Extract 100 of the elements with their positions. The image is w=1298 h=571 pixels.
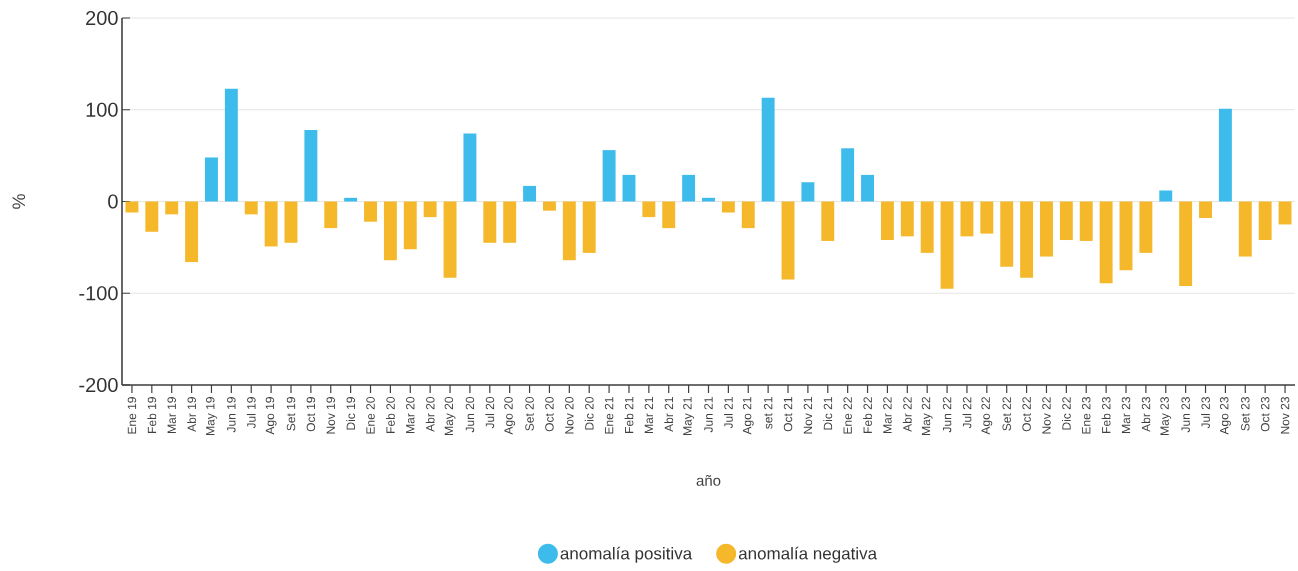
- x-tick-label: Oct 21: [783, 397, 793, 432]
- bar: [582, 201, 596, 253]
- bar: [900, 201, 914, 237]
- x-tick-label: Oct 20: [545, 397, 554, 432]
- x-tick-label: Ene 21: [604, 397, 614, 434]
- bar: [1020, 201, 1034, 278]
- bar: [483, 201, 497, 243]
- x-tick-label: Ago 23: [1219, 397, 1231, 435]
- bar: [1199, 201, 1212, 219]
- y-tick-label: 0: [108, 194, 118, 209]
- bar: [761, 97, 775, 202]
- bar: [861, 174, 874, 202]
- legend-label: anomalía negativa: [738, 546, 878, 563]
- legend-label: anomalía positiva: [560, 546, 693, 563]
- bar: [682, 174, 696, 202]
- x-tick-label: Jun 21: [704, 397, 713, 433]
- bar: [622, 174, 636, 202]
- bar: [185, 201, 199, 263]
- x-tick-label: Ene 22: [843, 397, 852, 434]
- x-tick-label: Ago 21: [742, 397, 754, 435]
- bar: [781, 201, 795, 280]
- bar: [662, 201, 676, 229]
- x-tick-label: Nov 23: [1280, 397, 1290, 434]
- bar: [562, 201, 576, 261]
- x-tick-label: Feb 21: [624, 397, 634, 433]
- x-tick-label: Set 20: [525, 397, 534, 431]
- bar: [165, 201, 179, 215]
- x-tick-label: Abr 21: [664, 397, 674, 432]
- bar: [264, 201, 278, 247]
- bar: [224, 88, 238, 202]
- bar: [1139, 201, 1153, 253]
- bar: [364, 201, 377, 222]
- bar: [801, 182, 815, 202]
- bar: [721, 201, 735, 213]
- x-tick-label: Feb 19: [147, 397, 157, 433]
- x-tick-label: Abr 23: [1141, 397, 1151, 432]
- bar: [244, 201, 258, 215]
- bar: [1040, 201, 1053, 257]
- x-tick-label: Abr 19: [187, 397, 196, 432]
- bar: [1099, 201, 1113, 284]
- bar: [125, 201, 139, 213]
- y-tick-label: -200: [79, 377, 118, 393]
- x-tick-label: Dic 22: [1061, 397, 1071, 430]
- x-tick-label: Jun 22: [942, 397, 952, 433]
- x-tick-label: Jun 19: [227, 397, 236, 433]
- x-tick-label: Mar 23: [1121, 397, 1131, 433]
- x-tick-label: Ago 20: [504, 397, 516, 435]
- bar: [403, 201, 417, 250]
- x-tick-label: Ago 22: [981, 397, 993, 435]
- x-tick-label: Dic 19: [346, 397, 356, 430]
- bar: [960, 201, 974, 237]
- y-tick-label: -100: [79, 286, 118, 301]
- x-tick-label: Oct 19: [306, 397, 316, 432]
- x-tick-label: May 22: [921, 397, 933, 435]
- bar: [841, 148, 855, 202]
- bar: [344, 197, 358, 202]
- bar: [383, 201, 397, 261]
- bar: [324, 201, 338, 229]
- x-tick-label: Abr 22: [902, 397, 912, 432]
- bar: [602, 150, 616, 202]
- x-tick-label: Dic 20: [584, 397, 594, 430]
- x-tick-label: Set 23: [1241, 397, 1250, 431]
- x-tick-label: Ene 19: [127, 397, 137, 434]
- bar: [1059, 201, 1073, 241]
- bar: [920, 201, 934, 253]
- x-tick-label: Ene 20: [366, 397, 375, 434]
- x-tick-label: Oct 23: [1260, 397, 1270, 432]
- bar: [821, 201, 835, 241]
- x-tick-label: Jul 19: [246, 397, 256, 429]
- bar: [980, 201, 994, 234]
- bar: [145, 201, 159, 232]
- x-tick-label: Ago 19: [265, 397, 277, 435]
- x-tick-label: Dic 21: [823, 397, 833, 430]
- bar: [423, 201, 437, 218]
- bar: [463, 133, 477, 202]
- x-tick-label: Jun 23: [1181, 397, 1190, 433]
- y-tick-label: 100: [86, 102, 118, 117]
- bar: [702, 197, 715, 202]
- x-tick-label: Jul 21: [723, 397, 733, 429]
- bar: [1119, 201, 1133, 271]
- bar: [304, 129, 318, 202]
- bar: [741, 201, 755, 229]
- bar: [1179, 201, 1193, 286]
- x-tick-label: Nov 21: [803, 397, 813, 434]
- bar: [880, 201, 894, 241]
- bar: [503, 201, 517, 243]
- x-tick-label: Mar 22: [883, 397, 892, 433]
- bar: [940, 201, 954, 289]
- y-tick-label: 200: [86, 10, 118, 26]
- x-tick-label: May 19: [206, 397, 217, 435]
- x-tick-label: Mar 21: [644, 397, 654, 433]
- bar: [1159, 190, 1173, 202]
- bar: [542, 201, 556, 211]
- x-tick-label: May 20: [444, 397, 456, 435]
- x-tick-label: Nov 20: [565, 397, 574, 434]
- x-tick-label: set 21: [763, 397, 773, 429]
- bar: [1000, 201, 1014, 267]
- x-tick-label: Jul 22: [962, 397, 972, 429]
- x-tick-label: Jul 23: [1201, 397, 1210, 429]
- bar: [205, 157, 218, 202]
